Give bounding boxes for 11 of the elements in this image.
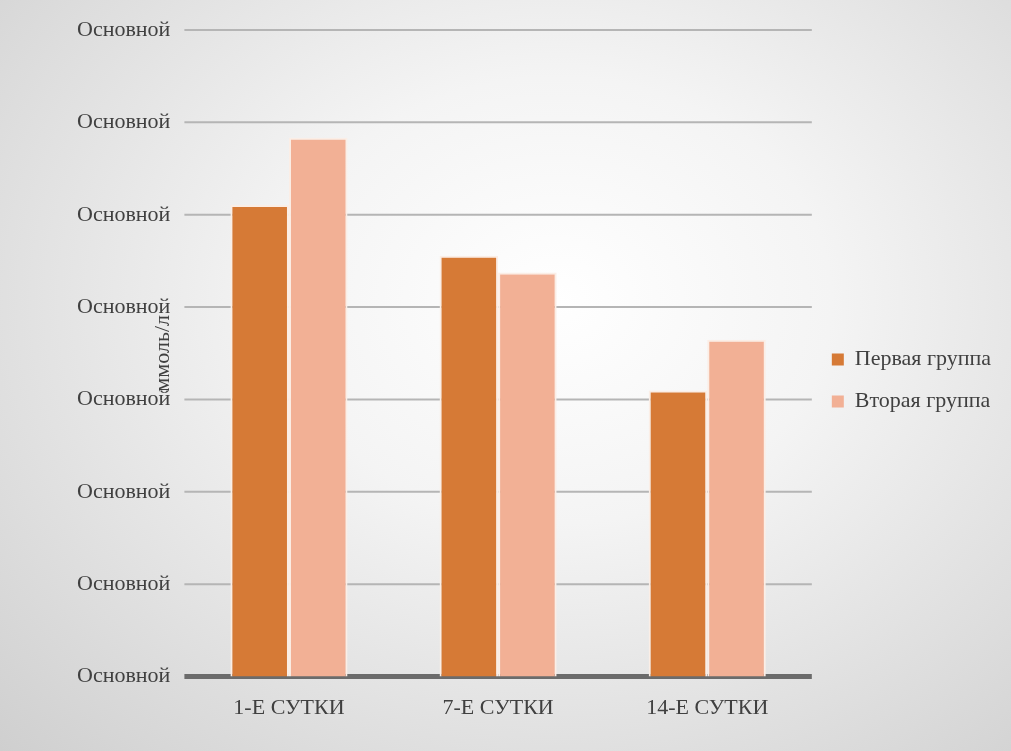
- legend-label: Вторая группа: [854, 387, 991, 413]
- x-tick-label: 7-Е СУТКИ: [442, 693, 554, 719]
- legend-label: Первая группа: [854, 345, 992, 371]
- text: Основной: [77, 477, 171, 503]
- text: Основной: [77, 108, 171, 134]
- x-tick-label: 1-Е СУТКИ: [233, 693, 345, 719]
- text: Основной: [77, 570, 171, 596]
- x-tick-label: 14-Е СУТКИ: [646, 693, 769, 719]
- text: Основной: [77, 200, 171, 226]
- text: Основной: [77, 15, 171, 41]
- text: Основной: [77, 662, 171, 688]
